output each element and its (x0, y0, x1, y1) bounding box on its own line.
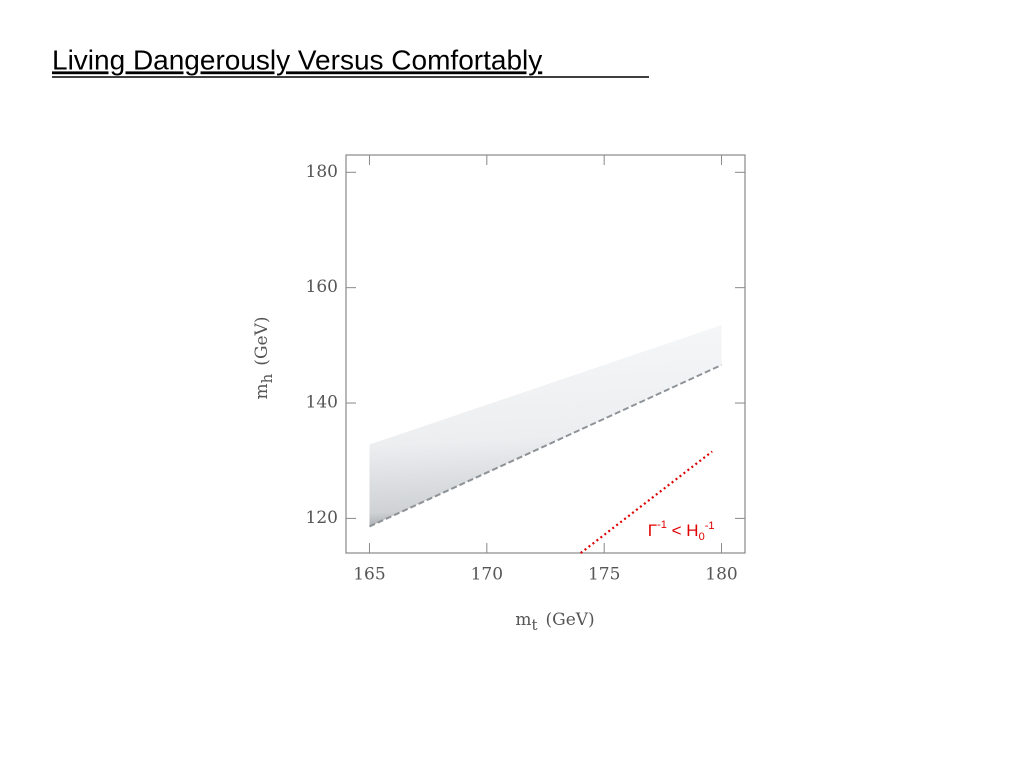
band-area (369, 325, 722, 527)
y-tick-label: 180 (306, 162, 338, 182)
band-lower-edge (369, 364, 722, 528)
x-label-main: m (515, 610, 531, 630)
x-axis-label: mt (GeV) (515, 610, 594, 635)
annotation-part: -1 (705, 520, 715, 532)
annotation-part: 0 (699, 531, 705, 543)
y-tick-label: 160 (306, 277, 338, 297)
annotation-part: Γ (648, 522, 657, 541)
x-tick-label: 170 (471, 565, 503, 585)
y-label-sub: h (258, 373, 276, 383)
slide-title: Living Dangerously Versus Comfortably (52, 44, 542, 75)
annotation-part: < H (667, 522, 699, 541)
y-tick-label: 120 (306, 508, 338, 528)
x-tick-label: 165 (353, 565, 385, 585)
annotation-part: -1 (657, 519, 667, 531)
plot-frame (345, 154, 746, 554)
y-tick-label: 140 (306, 393, 338, 413)
y-label-main: m (252, 383, 272, 399)
y-label-unit: (GeV) (252, 317, 272, 366)
x-tick-label: 175 (588, 565, 620, 585)
x-label-unit: (GeV) (545, 610, 594, 630)
y-axis-label: mh (GeV) (252, 317, 277, 400)
x-label-sub: t (531, 616, 537, 634)
annotation: Γ-1 < H0-1 (648, 519, 715, 543)
x-tick-label: 180 (705, 565, 737, 585)
